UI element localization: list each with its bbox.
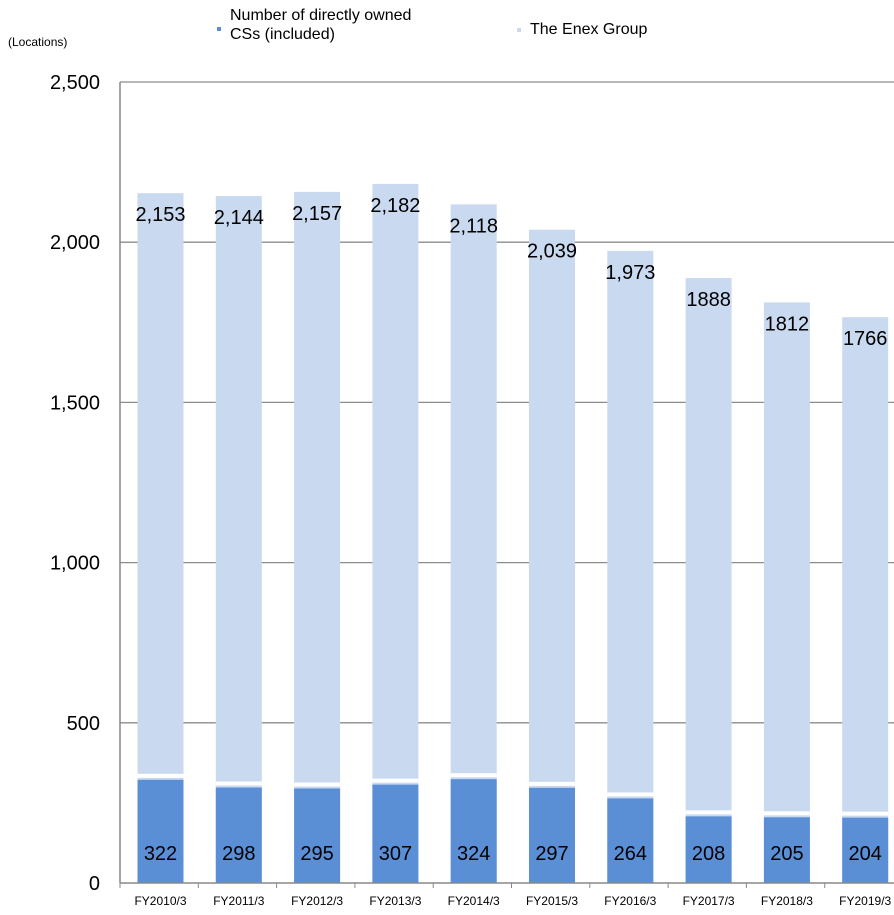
y-tick-label: 500 bbox=[67, 713, 100, 735]
bar-group bbox=[763, 302, 810, 884]
x-tick-label: FY2012/3 bbox=[291, 894, 343, 908]
bar-owned bbox=[842, 817, 889, 883]
x-tick-label: FY2019/3 bbox=[839, 894, 891, 908]
data-label-group: 2,118 bbox=[449, 215, 498, 237]
data-label-owned: 307 bbox=[379, 843, 412, 865]
x-tick-label: FY2011/3 bbox=[213, 894, 264, 908]
x-tick-label: FY2014/3 bbox=[448, 894, 500, 908]
bar-separator bbox=[215, 781, 262, 786]
y-axis-unit-label: (Locations) bbox=[8, 35, 68, 49]
data-label-owned: 295 bbox=[300, 843, 333, 865]
x-tick-label: FY2015/3 bbox=[526, 894, 578, 908]
bar-owned bbox=[137, 779, 184, 883]
data-label-group: 1888 bbox=[686, 289, 731, 311]
data-label-group: 2,182 bbox=[370, 195, 420, 217]
y-tick-label: 1,500 bbox=[50, 392, 100, 414]
bar-group bbox=[137, 193, 184, 883]
data-label-group: 1,973 bbox=[605, 262, 655, 284]
data-label-owned: 324 bbox=[457, 843, 490, 865]
data-label-group: 2,157 bbox=[292, 203, 342, 225]
bar-group bbox=[215, 196, 262, 884]
bar-separator bbox=[842, 811, 889, 816]
bar-owned bbox=[529, 787, 575, 883]
x-tick-label: FY2017/3 bbox=[683, 894, 735, 908]
data-label-group: 2,039 bbox=[527, 241, 577, 263]
bar-owned bbox=[607, 798, 654, 883]
bar-separator bbox=[372, 778, 419, 783]
bar-group bbox=[372, 183, 419, 883]
x-tick-label: FY2013/3 bbox=[369, 894, 421, 908]
x-tick-label: FY2018/3 bbox=[761, 894, 813, 908]
data-label-owned: 298 bbox=[222, 843, 255, 865]
bar-separator bbox=[685, 810, 732, 815]
data-label-owned: 297 bbox=[535, 843, 568, 865]
bar-owned bbox=[372, 784, 419, 883]
bar-owned bbox=[294, 788, 341, 883]
data-label-owned: 264 bbox=[614, 843, 647, 865]
bar-group bbox=[685, 278, 732, 883]
bar-owned bbox=[450, 779, 497, 883]
bar-owned bbox=[685, 816, 732, 883]
legend-owned-label-line1: Number of directly owned bbox=[230, 7, 412, 24]
bar-separator bbox=[607, 792, 654, 797]
bar-separator bbox=[450, 773, 497, 778]
bar-owned bbox=[215, 787, 262, 883]
bar-separator bbox=[294, 782, 341, 787]
bar-separator bbox=[763, 811, 810, 816]
data-label-owned: 204 bbox=[849, 843, 882, 865]
legend-group-label: The Enex Group bbox=[530, 21, 648, 38]
data-label-owned: 208 bbox=[692, 843, 725, 865]
data-label-owned: 322 bbox=[144, 843, 177, 865]
bar-separator bbox=[529, 781, 575, 786]
bar-owned bbox=[763, 817, 810, 883]
bar-separator bbox=[137, 773, 184, 778]
data-label-group: 2,153 bbox=[135, 204, 185, 226]
bar-group bbox=[529, 229, 575, 883]
data-label-group: 2,144 bbox=[214, 207, 264, 229]
x-tick-label: FY2010/3 bbox=[134, 894, 186, 908]
legend-owned: Number of directly owned CSs (included) bbox=[217, 6, 412, 44]
bar-group bbox=[842, 317, 889, 884]
bar-group bbox=[607, 250, 654, 883]
data-label-group: 1812 bbox=[765, 313, 810, 335]
data-label-group: 1766 bbox=[843, 328, 888, 350]
legend-group: The Enex Group bbox=[517, 20, 648, 39]
legend-owned-swatch bbox=[217, 27, 221, 31]
bar-group bbox=[294, 191, 341, 883]
data-label-owned: 205 bbox=[770, 843, 803, 865]
y-tick-label: 1,000 bbox=[50, 553, 100, 575]
legend-group-swatch bbox=[517, 28, 521, 32]
y-tick-label: 2,500 bbox=[50, 72, 100, 94]
x-tick-label: FY2016/3 bbox=[604, 894, 656, 908]
y-tick-label: 0 bbox=[89, 873, 100, 895]
bar-group bbox=[450, 204, 497, 883]
y-tick-label: 2,000 bbox=[50, 232, 100, 254]
legend-owned-label-line2: CSs (included) bbox=[230, 26, 335, 43]
